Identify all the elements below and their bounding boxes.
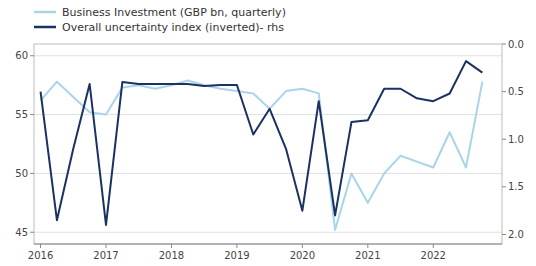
y2-tick — [502, 234, 506, 235]
y-tick — [30, 55, 34, 56]
y-tick-label: 50 — [15, 168, 28, 179]
x-tick — [433, 244, 434, 248]
legend-label: Business Investment (GBP bn, quarterly) — [62, 6, 286, 19]
y2-tick-label: 0.0 — [508, 39, 524, 50]
legend-label: Overall uncertainty index (inverted)- rh… — [62, 21, 284, 34]
x-tick — [367, 244, 368, 248]
x-tick — [171, 244, 172, 248]
y2-tick — [502, 139, 506, 140]
x-axis-line — [34, 244, 502, 245]
x-tick — [236, 244, 237, 248]
legend-swatch — [34, 11, 56, 14]
chart: 45 50 55 60 0.0 0.5 1.0 1.5 2.0 2016 2017 2018 2019 2… — [0, 0, 536, 266]
x-tick — [40, 244, 41, 248]
y2-tick-label: 0.5 — [508, 86, 524, 97]
plot-frame — [34, 44, 502, 244]
y-tick-label: 45 — [15, 227, 28, 238]
x-tick-label: 2021 — [355, 250, 380, 261]
legend: Business Investment (GBP bn, quarterly) O… — [34, 6, 286, 34]
y-tick — [30, 173, 34, 174]
y-tick — [30, 114, 34, 115]
grid-line — [34, 173, 502, 174]
series-lines — [41, 61, 483, 230]
y2-tick-label: 2.0 — [508, 229, 524, 240]
x-tick-label: 2017 — [93, 250, 118, 261]
y2-tick-label: 1.0 — [508, 134, 524, 145]
x-tick-label: 2022 — [421, 250, 446, 261]
y-tick-label: 60 — [15, 50, 28, 61]
y-tick-label: 55 — [15, 109, 28, 120]
x-tick — [106, 244, 107, 248]
series-line — [41, 80, 483, 229]
grid — [34, 56, 502, 232]
x-tick-label: 2020 — [290, 250, 315, 261]
legend-swatch — [34, 26, 56, 29]
x-tick-label: 2019 — [224, 250, 249, 261]
y-tick — [30, 232, 34, 233]
axes: 45 50 55 60 0.0 0.5 1.0 1.5 2.0 2016 2017 2018 2019 2… — [15, 39, 524, 262]
grid-line — [34, 55, 502, 56]
y2-tick — [502, 186, 506, 187]
x-tick-label: 2018 — [159, 250, 184, 261]
x-tick — [302, 244, 303, 248]
grid-line — [34, 232, 502, 233]
y2-tick — [502, 44, 506, 45]
x-tick-label: 2016 — [28, 250, 53, 261]
y2-tick-label: 1.5 — [508, 181, 524, 192]
y2-tick — [502, 91, 506, 92]
series-line — [41, 61, 483, 225]
